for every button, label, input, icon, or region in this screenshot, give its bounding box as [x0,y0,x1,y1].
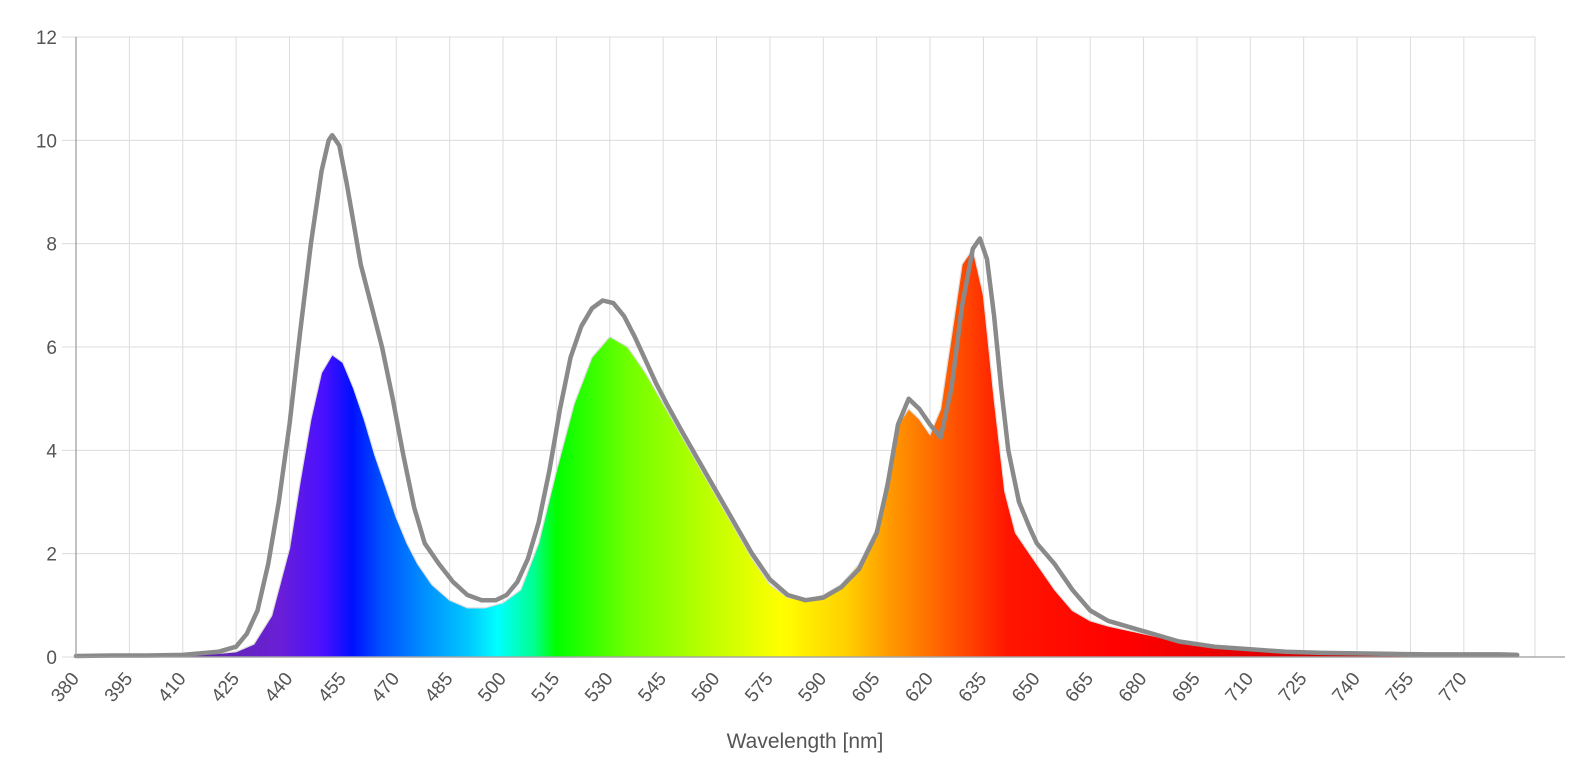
x-tick-label: 425 [207,669,243,707]
x-tick-label: 605 [848,669,884,707]
x-axis-title: Wavelength [nm] [727,730,884,753]
x-tick-label: 560 [688,669,724,707]
gray-spectrum-line [73,132,1520,659]
y-tick-label: 12 [36,28,57,49]
x-tick-label: 695 [1168,669,1204,707]
x-tick-label: 485 [421,669,457,707]
y-tick-label: 2 [46,545,57,566]
x-tick-label: 455 [314,669,350,707]
x-tick-label: 710 [1222,669,1258,707]
x-tick-label: 515 [528,669,564,707]
x-tick-label: 530 [581,669,617,707]
x-tick-label: 575 [741,669,777,707]
x-tick-label: 470 [368,669,404,707]
x-tick-label: 500 [474,669,510,707]
x-tick-label: 755 [1382,669,1418,707]
x-tick-label: 635 [955,669,991,707]
y-tick-label: 10 [36,131,57,152]
y-tick-label: 8 [46,235,57,256]
x-tick-label: 440 [261,669,297,707]
x-tick-label: 545 [635,669,671,707]
y-tick-label: 6 [46,338,57,359]
x-tick-label: 380 [47,669,83,707]
grid [62,36,1536,658]
spectrum-area-layer [75,247,1518,658]
x-tick-label: 620 [901,669,937,707]
x-tick-label: 740 [1328,669,1364,707]
x-tick-label: 770 [1435,669,1471,707]
y-tick-label: 0 [46,648,57,669]
x-tick-label: 725 [1275,669,1311,707]
x-tick-label: 590 [795,669,831,707]
gray-line-layer [73,132,1520,659]
axes [75,37,1565,658]
spectrum-area [75,247,1518,658]
x-tick-label: 410 [154,669,190,707]
x-tick-label: 665 [1062,669,1098,707]
x-tick-label: 650 [1008,669,1044,707]
x-tick-label: 680 [1115,669,1151,707]
y-tick-label: 4 [46,441,57,462]
x-tick-label: 395 [101,669,137,707]
